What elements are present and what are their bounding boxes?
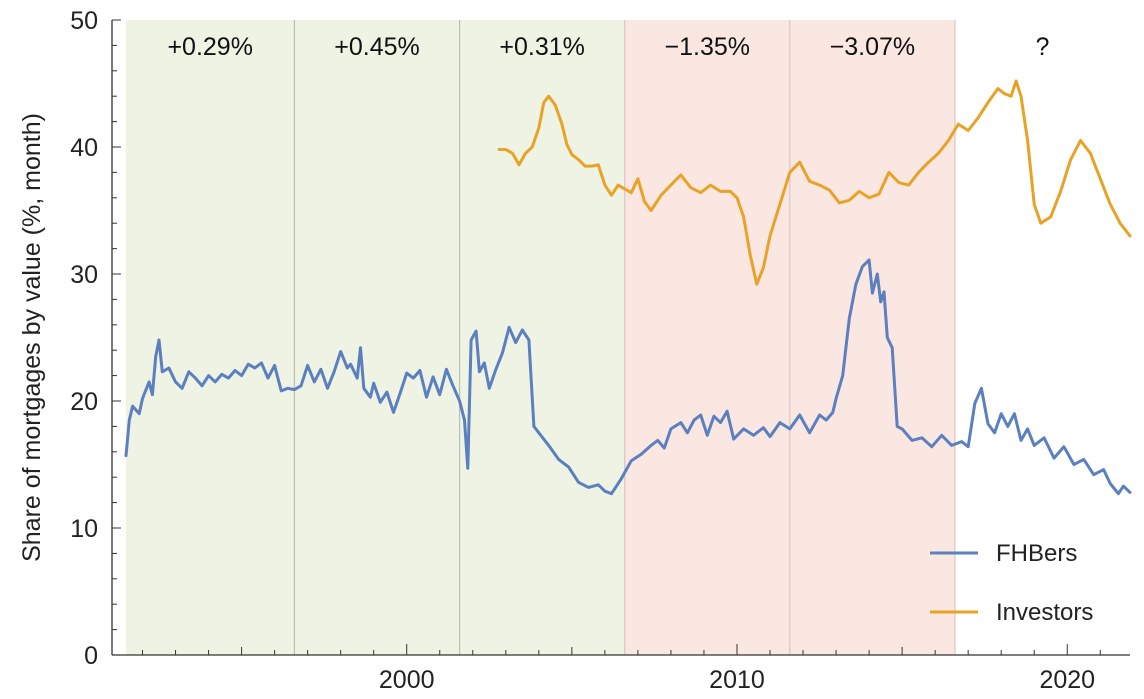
y-tick-label: 0: [84, 642, 98, 670]
x-tick-label: 2020: [1039, 666, 1095, 694]
period-label-5: −3.07%: [830, 33, 916, 61]
period-label-3: +0.31%: [499, 33, 585, 61]
data-series: [124, 79, 1132, 496]
y-tick-label: 30: [70, 261, 98, 289]
y-tick-label: 10: [70, 515, 98, 543]
y-tick-label: 20: [70, 388, 98, 416]
period-band-labels: +0.29% +0.45% +0.31% −1.35% −3.07%?: [167, 33, 1049, 61]
period-label-2: +0.45%: [334, 33, 420, 61]
period-label-6: ?: [1036, 33, 1050, 61]
axes: [111, 20, 1130, 656]
y-axis-title: Share of mortgages by value (%, month): [18, 113, 46, 562]
x-tick-label: 2010: [709, 666, 765, 694]
series-line-fhbers: [124, 258, 1132, 496]
period-bands: [126, 20, 955, 655]
period-band-3: [459, 20, 625, 655]
y-axis-ticks: 0 10 20 30 40 50: [70, 7, 121, 670]
legend-label-fhbers: FHBers: [996, 540, 1077, 567]
x-tick-label: 2000: [379, 666, 435, 694]
y-tick-label: 50: [70, 7, 98, 35]
period-band-1: [126, 20, 295, 655]
y-tick-label: 40: [70, 134, 98, 162]
period-band-4: [624, 20, 790, 655]
legend-label-investors: Investors: [996, 599, 1093, 626]
legend: FHBers Investors: [930, 540, 1093, 626]
period-label-4: −1.35%: [665, 33, 751, 61]
period-band-5: [789, 20, 955, 655]
series-line-investors: [497, 79, 1132, 286]
period-label-1: +0.29%: [167, 33, 253, 61]
x-axis-ticks: 2000 2010 2020: [142, 644, 1101, 694]
period-dividers: [293, 20, 956, 655]
period-band-2: [294, 20, 460, 655]
